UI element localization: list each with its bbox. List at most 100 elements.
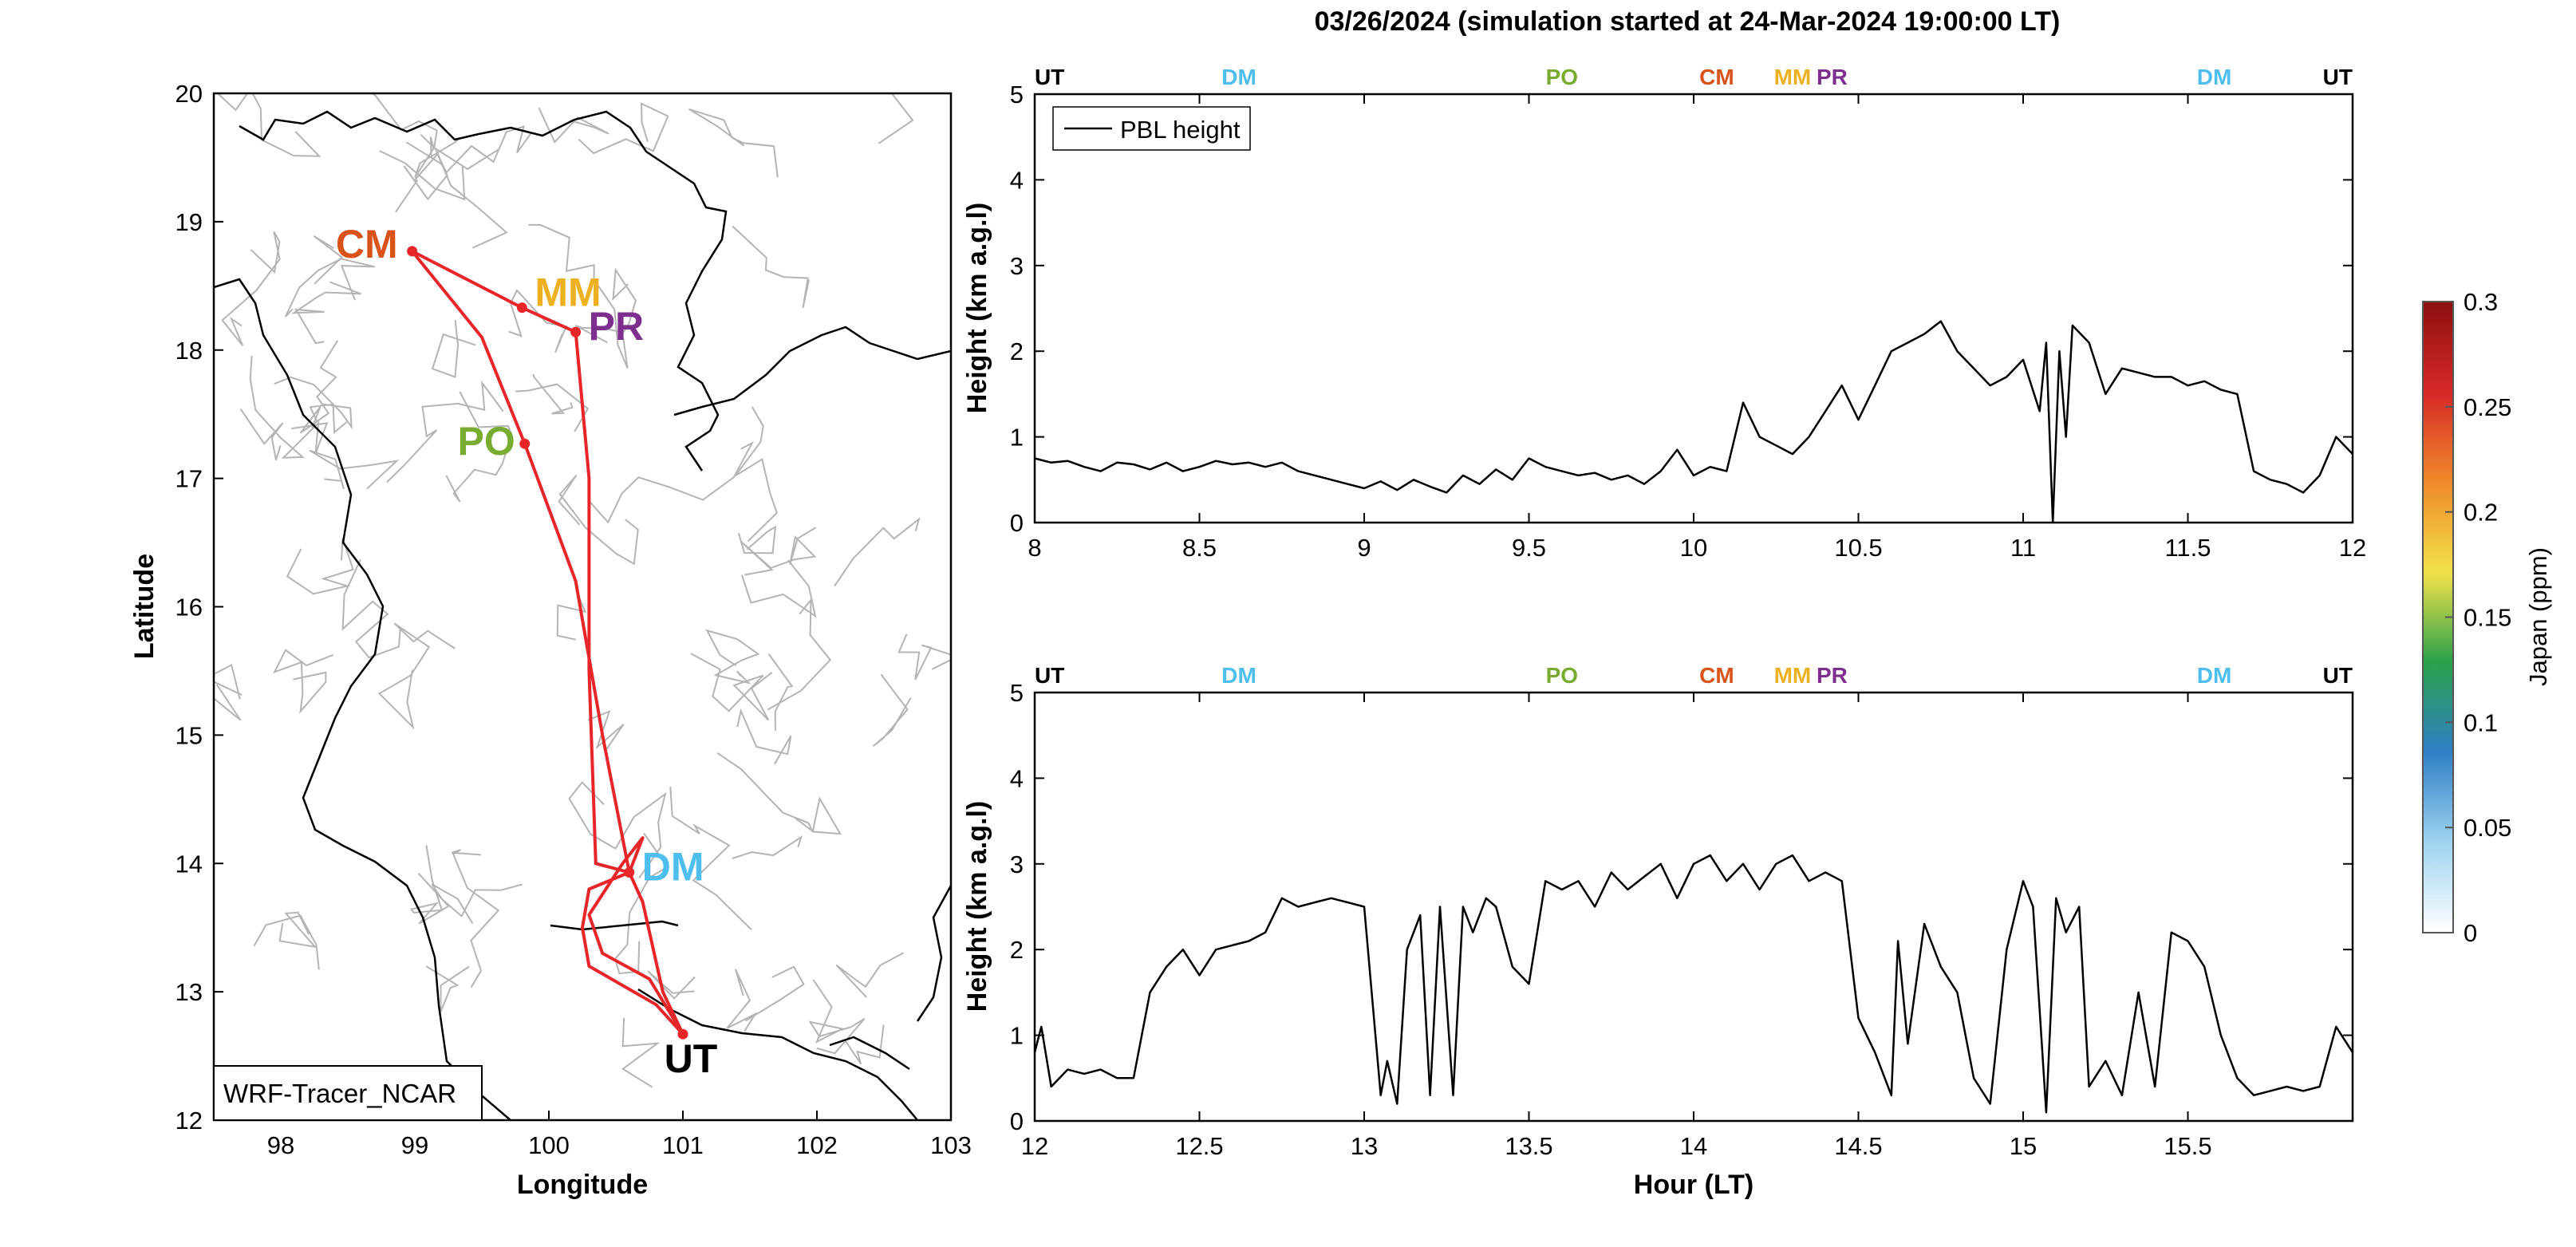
bottom-xtick-label: 13.5 [1505, 1132, 1552, 1160]
colorbar-label: Japan (ppm) [2524, 547, 2552, 686]
top-xtick-label: 9 [1357, 534, 1371, 562]
station-label-dm: DM [642, 845, 704, 890]
colorbar-tick-label: 0.3 [2464, 288, 2498, 316]
map-annotation: WRF-Tracer_NCAR [223, 1079, 456, 1108]
top-marker-mm: MM [1774, 65, 1812, 89]
bottom-marker-ut: UT [1035, 663, 1064, 688]
map-xtick-label: 100 [528, 1131, 570, 1159]
top-station-markers: UT DM PO CM MM PR DM UT [1035, 65, 2353, 89]
route-line [410, 249, 684, 1036]
country-borders [214, 110, 951, 1120]
bottom-marker-ut: UT [2323, 663, 2353, 688]
colorbar-tick-label: 0.05 [2464, 814, 2511, 842]
top-marker-pr: PR [1817, 65, 1848, 89]
station-label-po: PO [458, 419, 515, 464]
top-pbl-series-line [1034, 320, 2353, 524]
top-legend: PBL height [1052, 106, 1251, 151]
station-label-pr: PR [589, 304, 644, 349]
top-marker-ut: UT [1035, 65, 1064, 89]
bottom-ytick-label: 4 [1010, 764, 1024, 792]
top-xtick-label: 11 [2010, 534, 2036, 562]
bottom-marker-dm: DM [1221, 663, 1256, 688]
top-marker-dm: DM [1221, 65, 1256, 89]
legend-entry-pbl-height: PBL height [1120, 116, 1241, 144]
top-ytick-label: 5 [1010, 81, 1024, 109]
station-label-ut: UT [665, 1036, 718, 1081]
map-xtick-label: 101 [662, 1131, 704, 1159]
bottom-marker-mm: MM [1774, 663, 1812, 688]
map-xtick-label: 102 [796, 1131, 838, 1159]
station-dot-mm [516, 302, 527, 314]
bottom-ytick-label: 1 [1010, 1022, 1024, 1050]
map-ytick-label: 15 [176, 721, 203, 749]
top-ytick-label: 3 [1010, 252, 1024, 280]
bottom-marker-pr: PR [1817, 663, 1848, 688]
top-ylabel: Height (km a.g.l) [962, 203, 992, 413]
figure-title: 03/26/2024 (simulation started at 24-Mar… [1315, 6, 2061, 37]
bottom-ytick-label: 5 [1010, 679, 1024, 707]
bottom-ytick-label: 3 [1010, 850, 1024, 878]
map-ytick-label: 16 [176, 594, 203, 622]
bottom-xlabel: Hour (LT) [1634, 1170, 1753, 1200]
station-dot-po [519, 438, 531, 449]
colorbar-tick-label: 0.25 [2464, 393, 2511, 421]
station-label-cm: CM [336, 222, 398, 266]
colorbar-tick-label: 0 [2464, 919, 2477, 947]
map-xlabel: Longitude [517, 1170, 648, 1200]
map-xtick-label: 98 [267, 1131, 294, 1159]
map-ytick-label: 20 [176, 80, 203, 108]
top-ytick-label: 2 [1010, 337, 1024, 365]
station-dot-dm [624, 867, 635, 878]
colorbar-tick-label: 0.1 [2464, 708, 2498, 736]
station-dot-cm [407, 246, 418, 257]
top-ytick-label: 0 [1010, 509, 1024, 537]
map-xtick-label: 99 [401, 1131, 428, 1159]
colorbar: 0 0.05 0.1 0.15 0.2 0.25 0.3 Japan (ppm) [2422, 288, 2552, 947]
bottom-xtick-label: 12 [1021, 1132, 1048, 1160]
top-plot-area [1033, 93, 2354, 524]
bottom-marker-cm: CM [1699, 663, 1734, 688]
bottom-ytick-label: 2 [1010, 936, 1024, 964]
map-ytick-label: 12 [176, 1107, 203, 1135]
station-label-mm: MM [535, 270, 601, 315]
top-xtick-label: 8.5 [1182, 534, 1217, 562]
bottom-marker-po: PO [1546, 663, 1578, 688]
station-dot-pr [570, 326, 582, 337]
colorbar-tick-label: 0.15 [2464, 604, 2511, 632]
top-xtick-label: 9.5 [1512, 534, 1546, 562]
bottom-pbl-series-line [1033, 854, 2354, 1114]
map-axes: 98 99 100 101 102 103 12 13 14 15 16 17 18 19 20 [176, 80, 972, 1159]
bottom-marker-dm: DM [2197, 663, 2232, 688]
top-marker-po: PO [1546, 65, 1578, 89]
top-ytick-label: 4 [1010, 166, 1024, 194]
top-xtick-label: 11.5 [2164, 534, 2211, 562]
top-xtick-label: 8 [1028, 534, 1041, 562]
bottom-ylabel: Height (km a.g.l) [962, 801, 992, 1012]
map-ytick-label: 14 [176, 850, 203, 878]
bottom-xtick-label: 15.5 [2164, 1132, 2211, 1160]
colorbar-ticks: 0 0.05 0.1 0.15 0.2 0.25 0.3 [2445, 288, 2511, 947]
bottom-xtick-label: 14 [1680, 1132, 1707, 1160]
bottom-ytick-label: 0 [1010, 1107, 1024, 1135]
top-xtick-label: 10 [1680, 534, 1707, 562]
bottom-station-markers: UT DM PO CM MM PR DM UT [1035, 663, 2353, 688]
station-dot-ut [677, 1028, 688, 1040]
province-boundaries [214, 93, 951, 1088]
colorbar-tick-label: 0.2 [2464, 499, 2498, 527]
top-marker-dm: DM [2197, 65, 2232, 89]
map-ytick-label: 18 [176, 337, 203, 365]
top-marker-ut: UT [2323, 65, 2353, 89]
bottom-xtick-label: 13 [1351, 1132, 1378, 1160]
bottom-plot-area [1033, 691, 2354, 1123]
top-xtick-label: 12 [2339, 534, 2366, 562]
bottom-xtick-label: 14.5 [1834, 1132, 1882, 1160]
map-ytick-label: 13 [176, 978, 203, 1006]
bottom-xtick-label: 12.5 [1175, 1132, 1223, 1160]
